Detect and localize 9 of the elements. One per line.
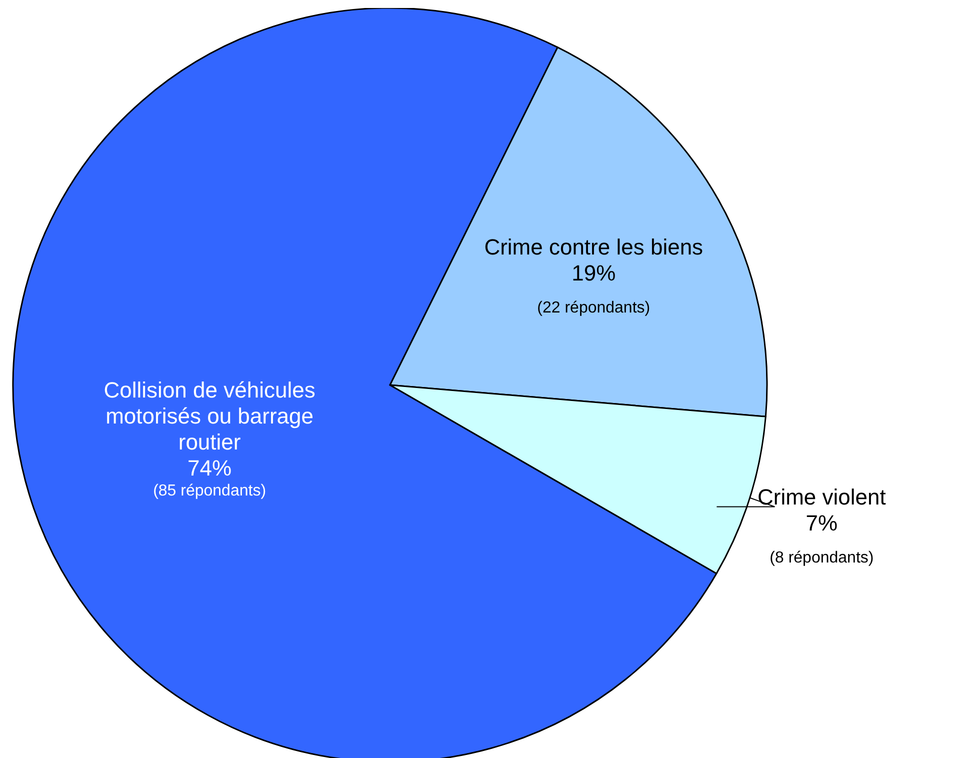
text: (22 répondants) bbox=[537, 299, 650, 316]
text: (8 répondants) bbox=[770, 549, 874, 566]
slice-label: Collision de véhicules motorisés ou barrage routier bbox=[104, 377, 316, 454]
data-label: 74% bbox=[188, 455, 232, 480]
slice-label: Crime violent bbox=[758, 484, 886, 510]
data-label: 19% bbox=[572, 260, 616, 286]
slice-label: Crime contre les biens bbox=[484, 234, 704, 260]
data-label: 7% bbox=[806, 510, 838, 536]
text: (85 répondants) bbox=[153, 482, 266, 500]
